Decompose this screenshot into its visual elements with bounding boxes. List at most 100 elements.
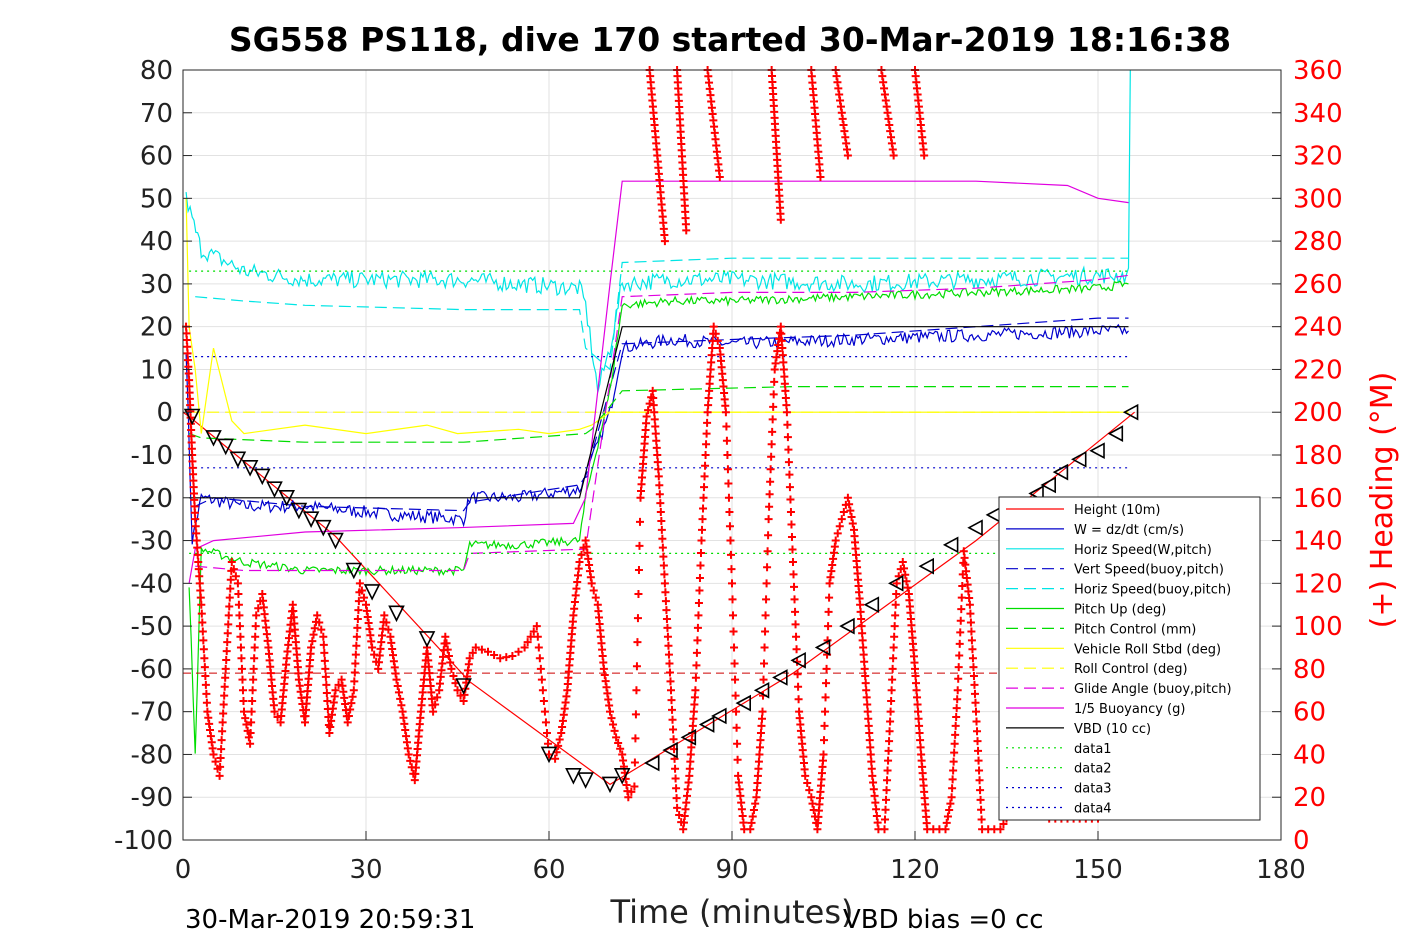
heading-point [949, 757, 958, 766]
heading-point [650, 415, 659, 424]
heading-point [792, 632, 801, 641]
heading-point [872, 805, 881, 814]
heading-point [866, 743, 875, 752]
heading-point [683, 791, 692, 800]
heading-point [589, 586, 598, 595]
heading-point [725, 508, 734, 517]
heading-point [881, 805, 890, 814]
heading-point [350, 677, 359, 686]
heading-point [882, 795, 891, 804]
heading-point [635, 541, 644, 550]
y-tick-label: -20 [131, 484, 173, 514]
heading-point [749, 806, 758, 815]
heading-point [529, 627, 538, 636]
heading-point [551, 754, 560, 763]
heading-point [218, 727, 227, 736]
series-line-0 [182, 411, 1135, 786]
heading-point [652, 436, 661, 445]
triangle-marker [266, 481, 283, 499]
heading-point [759, 675, 768, 684]
heading-point [248, 686, 257, 695]
heading-point [848, 519, 857, 528]
legend-label: 1/5 Buoyancy (g) [1074, 702, 1185, 717]
heading-point [967, 627, 976, 636]
heading-point [825, 593, 834, 602]
heading-point [184, 369, 193, 378]
heading-point [767, 452, 776, 461]
heading-point [787, 532, 796, 541]
heading-point [757, 721, 766, 730]
heading-point [963, 580, 972, 589]
heading-point [689, 714, 698, 723]
heading-point [752, 786, 761, 795]
heading-point [209, 750, 218, 759]
heading-point [681, 805, 690, 814]
triangle-marker [363, 584, 381, 601]
heading-point [433, 693, 442, 702]
heading-point [707, 351, 716, 360]
heading-point [765, 502, 774, 511]
heading-point [614, 739, 623, 748]
heading-point [946, 799, 955, 808]
heading-point [449, 672, 458, 681]
heading-point [730, 659, 739, 668]
legend: Height (10m) W = dz/dt (cm/s) Horiz Speed(… [998, 496, 1261, 821]
heading-point [353, 623, 362, 632]
heading-point [587, 579, 596, 588]
heading-point [969, 672, 978, 681]
heading-point [763, 547, 772, 556]
heading-point [665, 668, 674, 677]
heading-point [762, 579, 771, 588]
heading-point [642, 419, 651, 428]
heading-point [891, 611, 900, 620]
heading-point [846, 506, 855, 515]
heading-point [734, 771, 743, 780]
heading-point [847, 513, 856, 522]
heading-point [321, 672, 330, 681]
heading-point [872, 811, 881, 820]
heading-point [435, 679, 444, 688]
heading-point [945, 806, 954, 815]
heading-point [216, 754, 225, 763]
heading-point [953, 695, 962, 704]
heading-point [888, 664, 897, 673]
heading-point [606, 707, 614, 716]
heading-point [348, 692, 357, 701]
heading-point [250, 643, 259, 652]
heading-point [638, 473, 647, 482]
heading-point [760, 643, 769, 652]
triangle-marker [711, 707, 727, 725]
heading-point [805, 786, 814, 795]
heading-point [635, 517, 644, 526]
heading-point [672, 784, 681, 793]
heading-point [913, 700, 922, 709]
heading-point [343, 718, 352, 727]
heading-point [702, 440, 711, 449]
heading-point [220, 682, 229, 691]
heading-point [766, 477, 775, 486]
heading-point [807, 793, 816, 802]
x-tick-label: 180 [1256, 855, 1306, 885]
heading-point [397, 701, 406, 710]
heading-point [638, 466, 647, 475]
heading-point [968, 654, 977, 663]
heading-point [686, 757, 695, 766]
x-axis-label: Time (minutes) [610, 893, 854, 931]
triangle-marker [772, 669, 788, 686]
heading-point [191, 522, 200, 531]
heading-point [667, 696, 676, 705]
heading-point [786, 508, 795, 517]
heading-point [394, 688, 403, 697]
heading-point [223, 638, 232, 647]
heading-point [217, 745, 226, 754]
heading-point [535, 654, 544, 663]
heading-point [666, 677, 675, 686]
heading-point [284, 640, 293, 649]
y-tick-label: 10 [140, 355, 173, 385]
heading-point [703, 418, 712, 427]
heading-point [913, 693, 922, 702]
heading-point [962, 573, 971, 582]
heading-point [975, 776, 984, 785]
heading-point [958, 582, 967, 591]
heading-point [912, 679, 921, 688]
